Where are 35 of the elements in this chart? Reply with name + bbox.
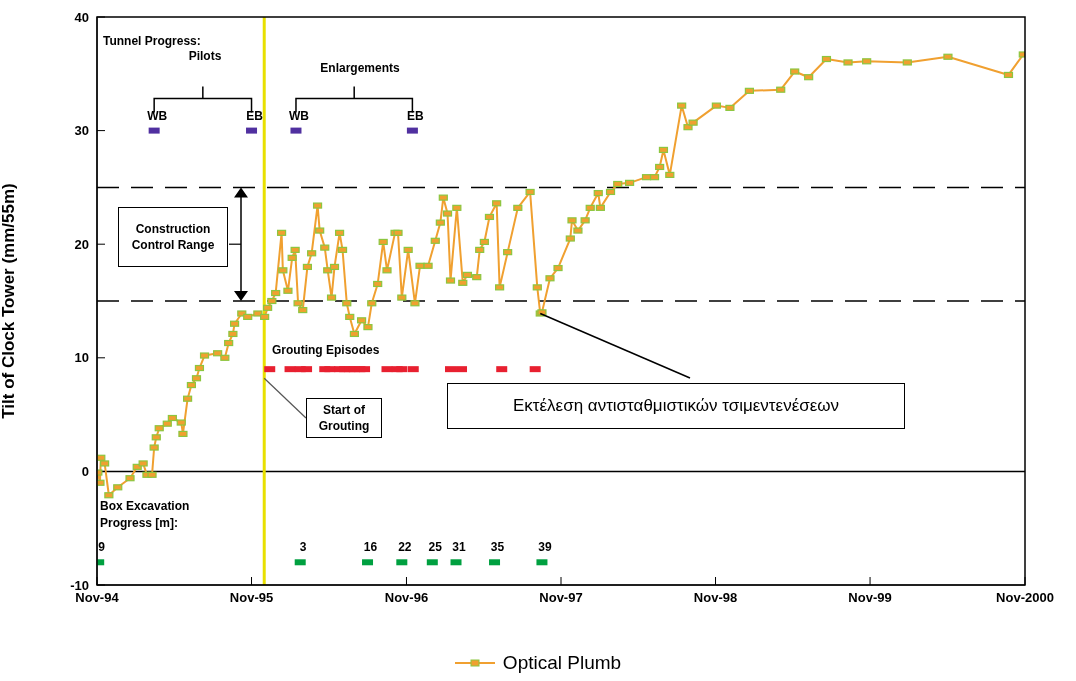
y-tick-label: 10: [74, 350, 89, 366]
annotation: 9: [97, 540, 107, 555]
annotation: 25: [428, 540, 442, 555]
annotation: 16: [362, 540, 379, 555]
annotation: 22: [397, 540, 413, 555]
y-tick-label: 20: [74, 236, 89, 252]
x-tick-label: Nov-97: [539, 590, 583, 606]
x-tick-label: Nov-95: [229, 590, 274, 606]
annotation: Box Excavation Progress [m]:: [100, 498, 191, 532]
annotation: Start of Grouting: [317, 402, 371, 434]
annotation: WB: [146, 108, 169, 123]
x-tick-label: Nov-98: [693, 590, 738, 606]
annotation: Tunnel Progress:: [103, 33, 201, 50]
annotation: 35: [489, 540, 506, 555]
x-tick-label: Nov-99: [848, 590, 892, 606]
annotation: WB: [287, 108, 310, 123]
annotation: Grouting Episodes: [272, 342, 380, 359]
annotation: Pilots: [187, 48, 223, 65]
y-axis-title: Tilt of Clock Tower (mm/55m): [0, 183, 19, 419]
annotation: 3: [298, 540, 308, 555]
x-tick-label: Nov-94: [75, 590, 120, 606]
annotation: Construction Control Range: [130, 221, 216, 253]
annotation: 31: [452, 540, 466, 555]
y-tick-label: 0: [81, 464, 89, 480]
y-tick-label: 30: [74, 123, 89, 139]
x-tick-label: Nov-96: [384, 590, 429, 606]
annotation: EB: [245, 108, 264, 123]
legend-label: Optical Plumb: [502, 652, 622, 674]
x-tick-label: Nov-2000: [996, 590, 1054, 606]
y-tick-label: 40: [74, 9, 89, 25]
annotation: Enlargements: [319, 60, 401, 77]
annotation: Εκτέλεση αντισταθμιστικών τσιμεντενέσεων: [511, 396, 841, 416]
annotation: 39: [537, 540, 553, 555]
annotation: EB: [406, 108, 425, 123]
y-tick-label: -10: [70, 577, 89, 593]
